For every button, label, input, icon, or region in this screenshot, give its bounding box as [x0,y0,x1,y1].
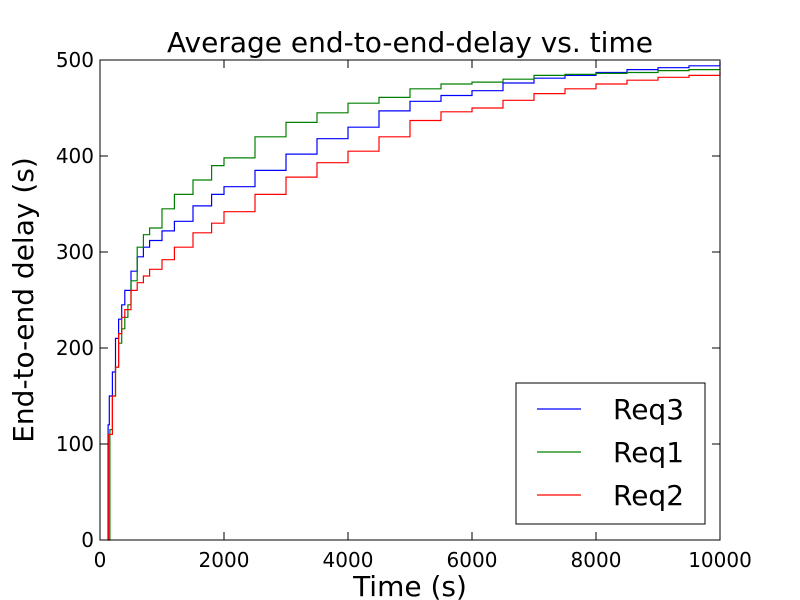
y-tick-label: 200 [56,336,94,360]
plot-frame [99,59,721,541]
x-tick-label: 0 [94,548,107,572]
x-axis-label: Time (s) [352,570,467,600]
x-tick-labels: 0 2000 4000 6000 8000 10000 [94,548,752,572]
legend-label-req3: Req3 [613,393,684,426]
y-axis-label: End-to-end delay (s) [7,157,40,443]
x-tick-label: 6000 [447,548,498,572]
x-tick-label: 10000 [688,548,752,572]
legend: Req3 Req1 Req2 [515,382,706,525]
axis-ticks [99,59,721,541]
series-line-req3 [107,61,721,541]
x-tick-label: 8000 [571,548,622,572]
legend-box [515,382,706,525]
legend-label-req1: Req1 [613,436,684,469]
x-tick-label: 2000 [199,548,250,572]
y-tick-labels: 0 100 200 300 400 500 [56,48,94,552]
chart-title: Average end-to-end-delay vs. time [167,26,653,59]
series-line-req1 [109,67,721,541]
legend-entries: Req3 Req1 Req2 [537,393,684,512]
y-tick-label: 100 [56,432,94,456]
series-line-req2 [108,71,721,541]
y-tick-label: 500 [56,48,94,72]
x-tick-label: 4000 [323,548,374,572]
y-tick-label: 0 [81,528,94,552]
legend-label-req2: Req2 [613,479,684,512]
y-tick-label: 400 [56,144,94,168]
plot-lines [107,61,721,541]
y-tick-label: 300 [56,240,94,264]
